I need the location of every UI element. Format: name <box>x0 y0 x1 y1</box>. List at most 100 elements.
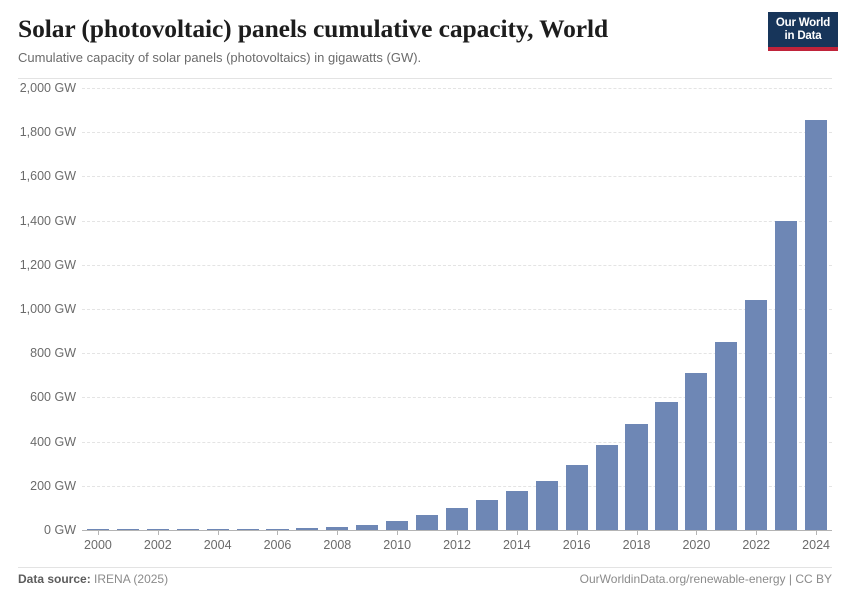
x-axis-tick-mark <box>516 530 518 535</box>
x-axis-slot: 2018 <box>622 530 652 564</box>
bar-slot <box>143 88 173 530</box>
bar[interactable] <box>296 528 319 530</box>
x-axis-tick-label: 2020 <box>682 538 711 552</box>
gridline <box>82 264 832 266</box>
bar-slot <box>113 88 143 530</box>
y-axis-tick-label: 1,600 GW <box>19 169 76 184</box>
x-axis-tick-mark <box>457 530 459 535</box>
bar-slot <box>532 88 562 530</box>
y-axis-tick-label: 1,000 GW <box>19 302 76 316</box>
bar-slot <box>502 88 532 530</box>
bar[interactable] <box>775 220 798 530</box>
bar[interactable] <box>386 521 409 530</box>
bar-slot <box>801 88 831 530</box>
x-axis-ticks: 2000 2002 2004 2006 2008 2010 2012 2014 2016 2018… <box>82 530 832 564</box>
bar-slot <box>592 88 622 530</box>
x-axis-slot: 2002 <box>143 530 173 564</box>
x-axis-slot: 2012 <box>442 530 472 564</box>
x-axis-tick-label: 2004 <box>203 538 232 552</box>
x-axis-tick-mark <box>97 530 99 535</box>
chart-header: Solar (photovoltaic) panels cumulative c… <box>18 14 832 76</box>
bar[interactable] <box>475 500 499 530</box>
x-axis-tick-mark <box>756 530 758 535</box>
x-axis-tick-label: 2022 <box>742 538 771 552</box>
bar[interactable] <box>535 481 558 530</box>
y-axis-tick-label: 400 GW <box>30 434 76 449</box>
x-axis-slot <box>532 530 562 564</box>
x-axis-slot <box>412 530 442 564</box>
bar-series <box>82 88 832 530</box>
x-axis-tick-label: 2016 <box>562 538 591 552</box>
bar-slot <box>652 88 682 530</box>
bar-slot <box>741 88 771 530</box>
gridline <box>82 132 832 134</box>
x-axis-tick-label: 2012 <box>443 538 471 552</box>
x-axis-slot <box>352 530 382 564</box>
bar-slot <box>83 88 113 530</box>
chart-subtitle: Cumulative capacity of solar panels (pho… <box>18 50 422 66</box>
bar[interactable] <box>116 529 139 530</box>
bar[interactable] <box>505 490 528 530</box>
bar[interactable] <box>416 514 439 530</box>
y-axis-labels: 0 GW 200 GW 400 GW 600 GW 800 GW 1,000 GW 1,20… <box>18 81 76 537</box>
axis-baseline <box>82 530 832 531</box>
x-axis-slot <box>592 530 622 564</box>
gridline <box>82 441 832 443</box>
bar[interactable] <box>356 524 379 530</box>
bar[interactable] <box>685 373 708 530</box>
our-world-in-data-logo[interactable]: Our World in Data <box>768 12 838 51</box>
x-axis: 2000 2002 2004 2006 2008 2010 2012 2014 2016 2018… <box>82 530 832 564</box>
x-axis-slot: 2008 <box>322 530 352 564</box>
bar[interactable] <box>236 529 259 530</box>
page-title: Solar (photovoltaic) panels cumulative c… <box>18 14 609 43</box>
y-axis-tick-label: 1,200 GW <box>19 257 76 272</box>
x-axis-slot: 2010 <box>382 530 412 564</box>
gridline <box>82 88 832 89</box>
bar[interactable] <box>805 120 828 530</box>
bar-slot <box>233 88 263 530</box>
x-axis-slot <box>652 530 682 564</box>
x-axis-tick-mark <box>157 530 159 535</box>
gridline <box>82 353 832 355</box>
x-axis-slot <box>173 530 203 564</box>
bar-slot <box>681 88 711 530</box>
y-axis-tick-label: 0 GW <box>44 523 76 537</box>
bar[interactable] <box>176 529 199 530</box>
x-axis-tick-mark <box>696 530 698 535</box>
bar-slot <box>412 88 442 530</box>
bar[interactable] <box>146 529 169 530</box>
data-source-value: IRENA (2025) <box>94 572 169 586</box>
x-axis-slot: 2016 <box>562 530 592 564</box>
attribution-link[interactable]: OurWorldinData.org/renewable-energy | CC… <box>579 572 832 586</box>
bar[interactable] <box>266 528 289 530</box>
bar-slot <box>622 88 652 530</box>
bar[interactable] <box>745 300 768 530</box>
x-axis-tick-mark <box>277 530 279 535</box>
x-axis-slot: 2022 <box>741 530 771 564</box>
x-axis-slot: 2004 <box>203 530 233 564</box>
bar[interactable] <box>206 529 229 530</box>
x-axis-tick-label: 2024 <box>802 538 830 552</box>
bar[interactable] <box>595 444 618 530</box>
chart-gridlines <box>82 88 832 531</box>
data-source-label: Data source: <box>18 572 91 586</box>
bar-slot <box>292 88 322 530</box>
y-axis-tick-label: 600 GW <box>30 390 76 405</box>
x-axis-tick-mark <box>816 530 818 535</box>
x-axis-tick-label: 2006 <box>263 538 292 552</box>
bar[interactable] <box>625 423 648 530</box>
x-axis-slot: 2006 <box>263 530 293 564</box>
bar-slot <box>322 88 352 530</box>
bar[interactable] <box>655 401 678 530</box>
bar-slot <box>472 88 502 530</box>
bar[interactable] <box>326 526 349 530</box>
x-axis-slot <box>113 530 143 564</box>
bar-slot <box>771 88 801 530</box>
footer-divider <box>18 567 832 568</box>
bar[interactable] <box>715 342 738 530</box>
bar[interactable] <box>86 529 110 530</box>
gridline <box>82 397 832 399</box>
bar[interactable] <box>565 464 588 530</box>
bar[interactable] <box>445 507 469 530</box>
y-axis-tick-label: 1,800 GW <box>19 125 76 140</box>
